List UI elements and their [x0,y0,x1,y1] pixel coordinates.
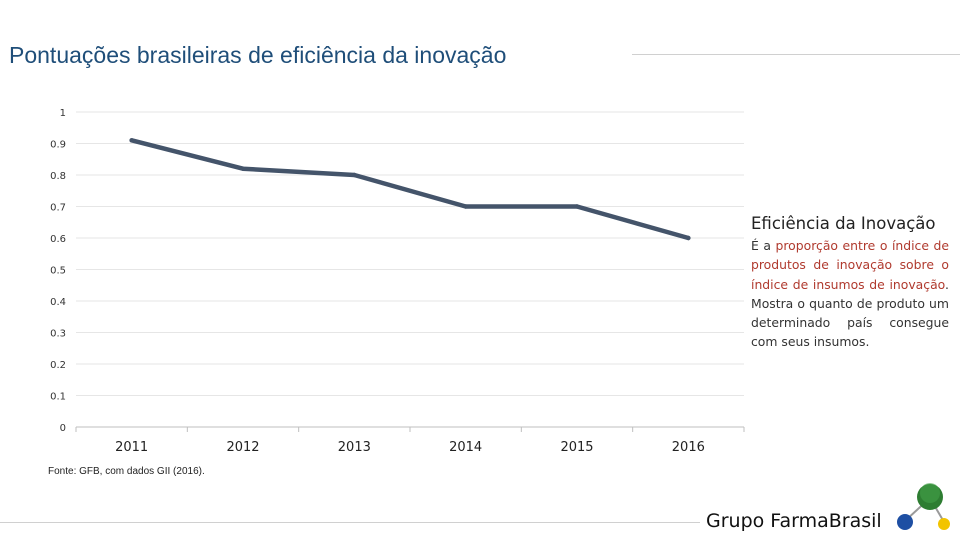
x-tick-label: 2011 [115,440,148,455]
x-tick-label: 2012 [226,440,259,455]
x-tick-label: 2013 [338,440,371,455]
y-tick-label: 0.7 [50,203,66,214]
sidebar-description: É a proporção entre o índice de produtos… [751,236,949,352]
x-tick-label: 2014 [449,440,482,455]
y-tick-label: 0.2 [50,360,66,371]
sidebar-heading: Eficiência da Inovação [751,214,936,233]
y-tick-label: 0.6 [50,234,66,245]
data-point [463,204,468,209]
x-tick-label: 2016 [672,440,705,455]
data-point [574,204,580,209]
data-point [686,235,691,241]
y-tick-label: 0.4 [50,297,66,308]
footer-divider [0,522,700,523]
y-tick-label: 0.8 [50,171,66,182]
y-tick-label: 0.1 [50,392,66,403]
y-tick-label: 0.9 [50,140,66,151]
data-point [129,138,134,143]
title-divider [632,54,960,55]
y-tick-label: 0 [60,423,66,434]
y-tick-label: 0.5 [50,266,66,277]
data-point [240,166,246,171]
brand-logo-icon [897,483,950,530]
x-tick-label: 2015 [560,440,593,455]
data-point [352,172,357,178]
brand-name: Grupo FarmaBrasil [706,510,882,532]
chart-source-note: Fonte: GFB, com dados GII (2016). [48,466,205,477]
y-tick-label: 1 [60,108,66,119]
page-title: Pontuações brasileiras de eficiência da … [9,42,507,68]
description-intro: É a [751,238,776,253]
description-rest: . Mostra o quanto de produto um determin… [751,276,949,350]
description-highlight: proporção entre o índice de produtos de … [751,238,949,292]
y-tick-label: 0.3 [50,329,66,340]
series-line [129,138,691,241]
